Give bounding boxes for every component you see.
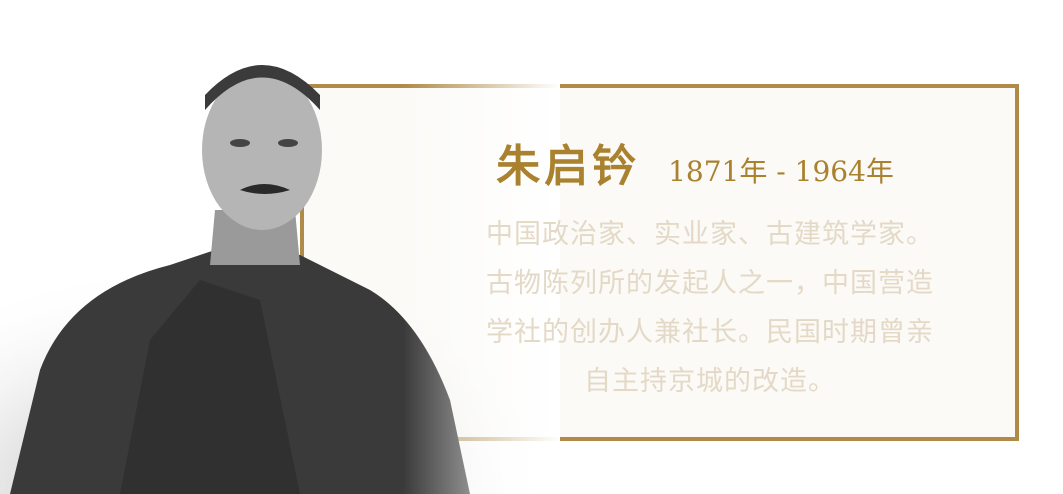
life-years: 1871年 - 1964年	[668, 155, 894, 188]
biography-line: 中国政治家、实业家、古建筑学家。	[486, 219, 934, 250]
bio-content: 朱启钤 1871年 - 1964年 中国政治家、实业家、古建筑学家。 古物陈列所…	[430, 130, 990, 406]
biography-line: 自主持京城的改造。	[584, 366, 836, 397]
biography-line: 古物陈列所的发起人之一，中国营造	[486, 268, 934, 299]
person-name: 朱启钤	[496, 141, 641, 192]
biography-text: 中国政治家、实业家、古建筑学家。 古物陈列所的发起人之一，中国营造 学社的创办人…	[430, 210, 990, 406]
title-row: 朱启钤 1871年 - 1964年	[400, 130, 990, 194]
biography-line: 学社的创办人兼社长。民国时期曾亲	[486, 317, 934, 348]
portrait-photo	[0, 40, 560, 494]
